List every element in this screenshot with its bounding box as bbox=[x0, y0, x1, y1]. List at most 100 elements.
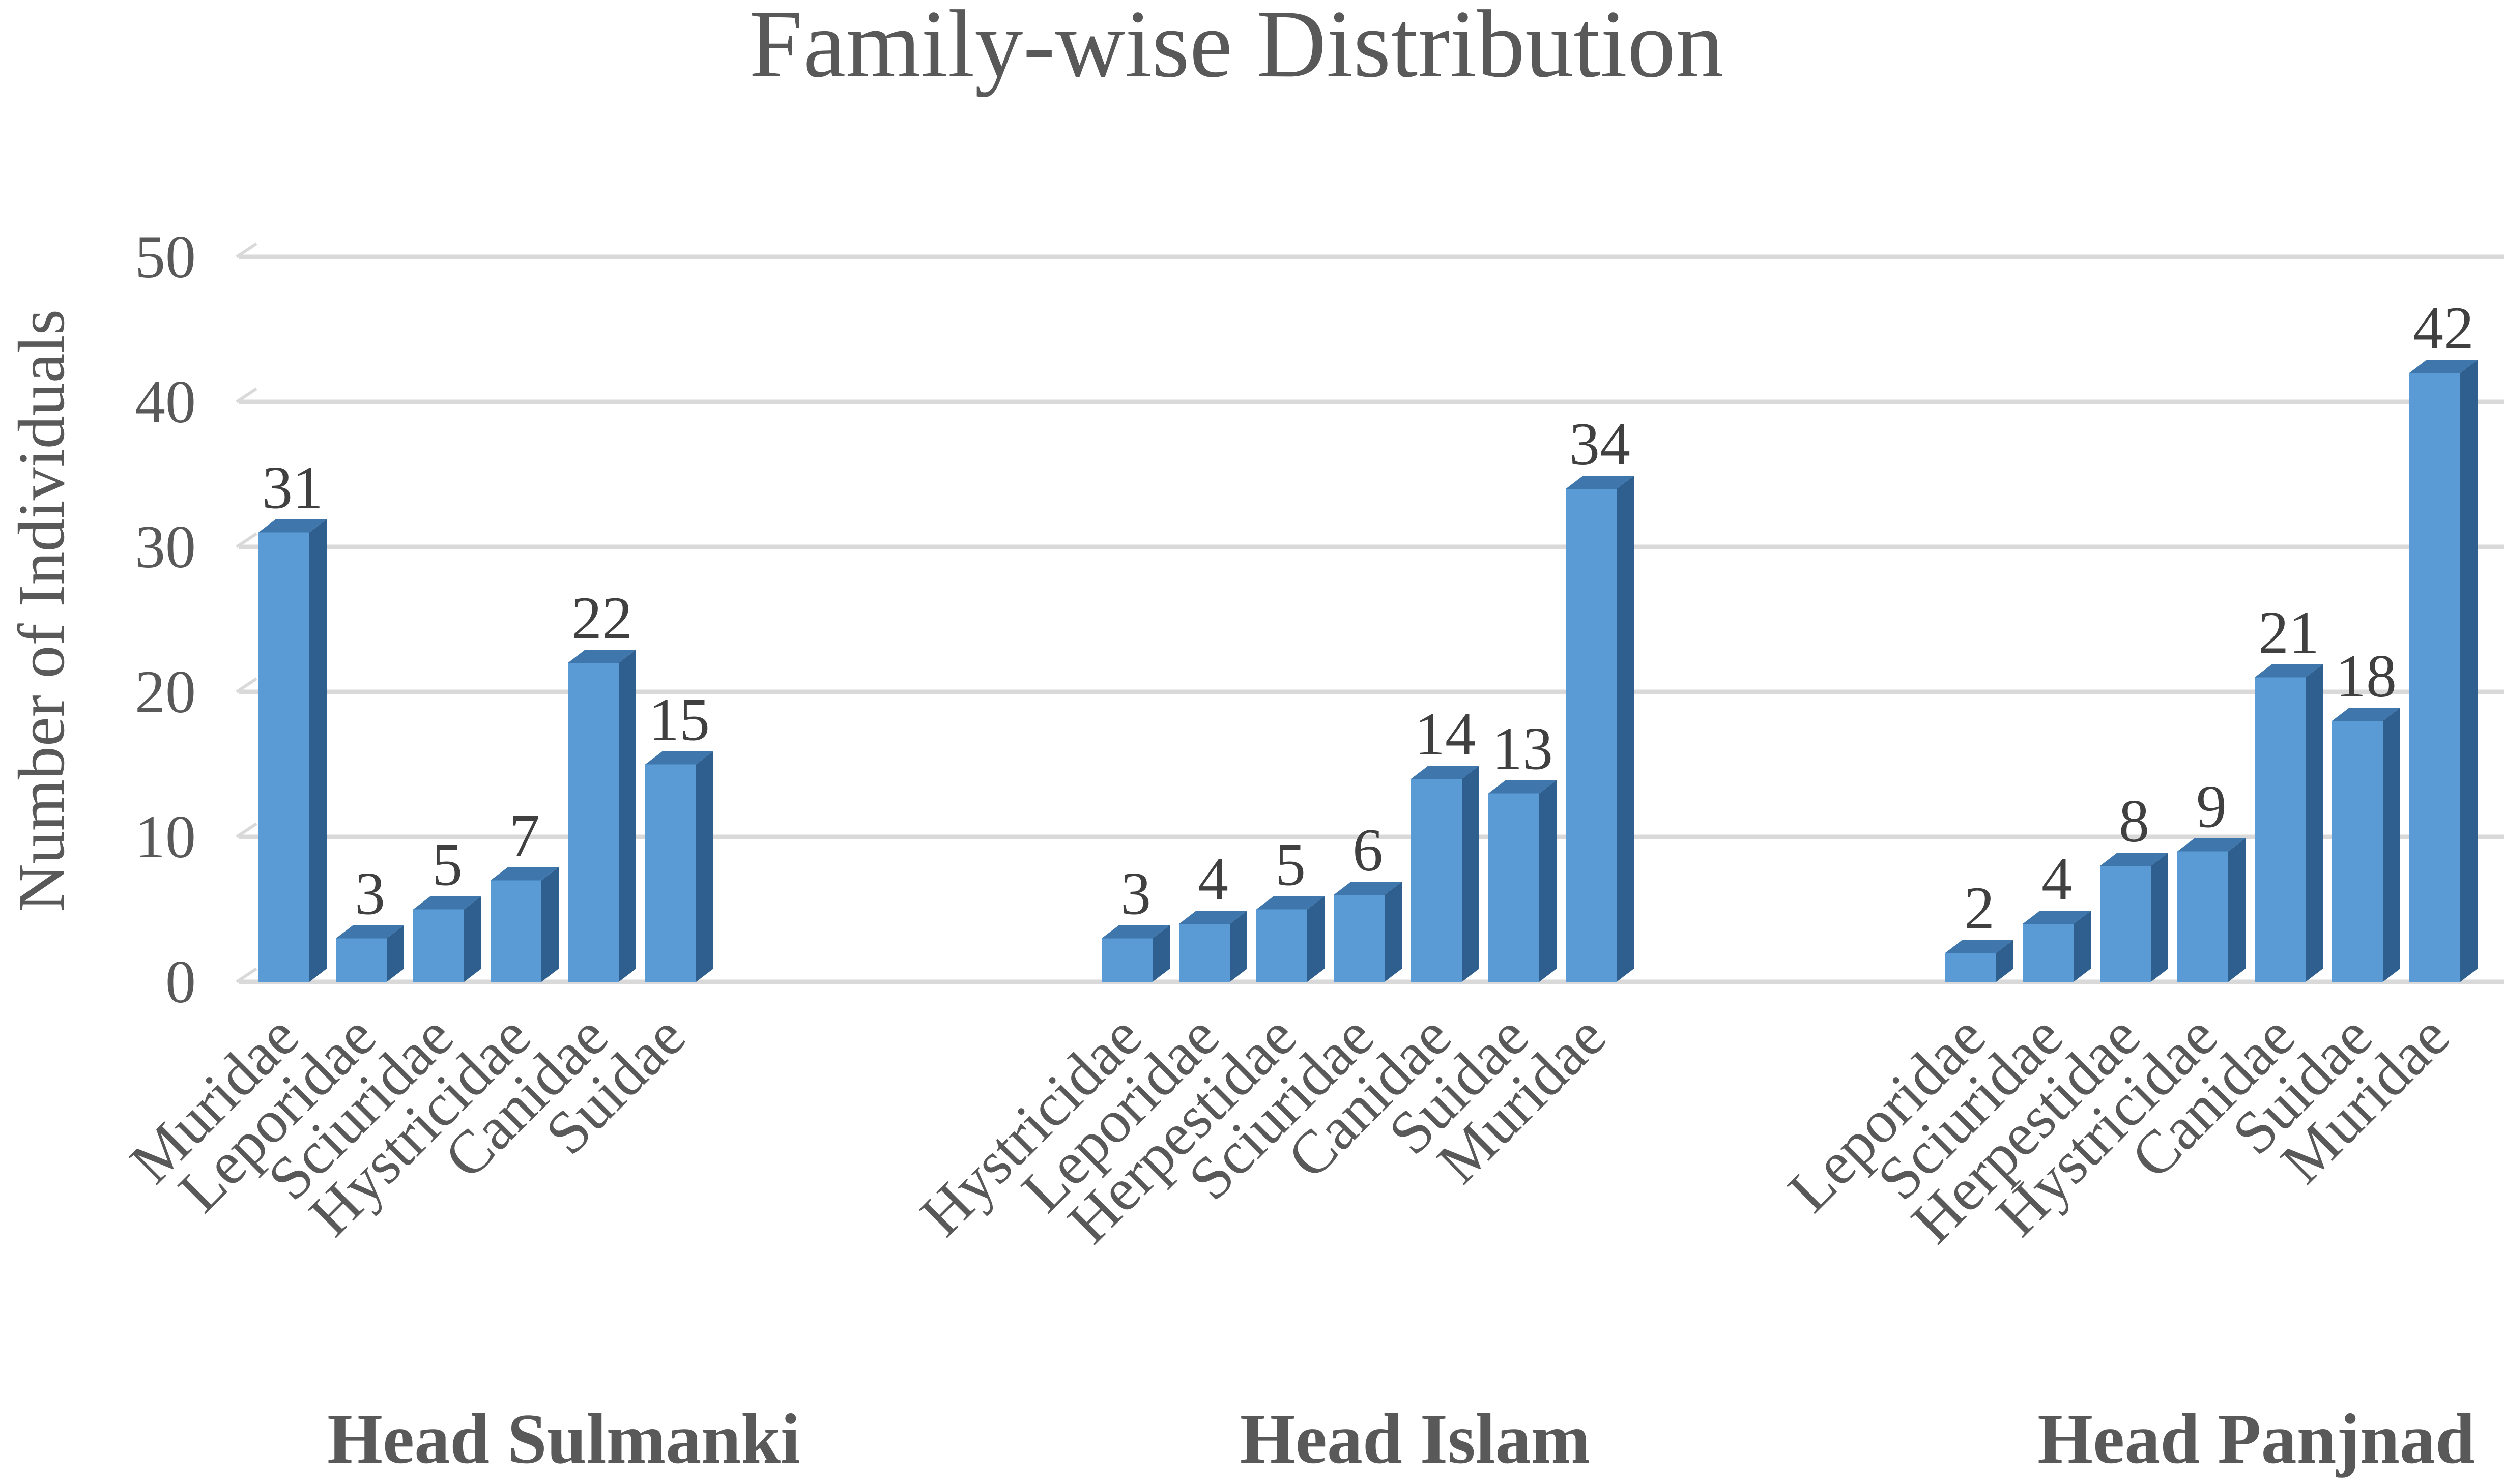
value-label: 31 bbox=[262, 454, 323, 521]
bar bbox=[413, 909, 464, 982]
bar-top bbox=[2100, 853, 2168, 866]
bar bbox=[2100, 866, 2151, 982]
bar bbox=[2255, 677, 2306, 982]
gridline-depth bbox=[236, 387, 257, 403]
group-label: Head Sulmanki bbox=[327, 1400, 800, 1478]
bar-side bbox=[2383, 708, 2400, 982]
bar bbox=[1566, 489, 1617, 982]
bar bbox=[1102, 938, 1153, 982]
bars bbox=[258, 360, 2478, 982]
y-tick-label: 0 bbox=[165, 948, 196, 1015]
bar-side bbox=[2306, 664, 2323, 982]
bar-side bbox=[2074, 911, 2091, 982]
bar bbox=[1411, 779, 1462, 982]
value-label: 21 bbox=[2258, 599, 2319, 666]
bar-top bbox=[413, 896, 481, 910]
value-label: 7 bbox=[509, 802, 540, 869]
gridline-depth bbox=[236, 677, 257, 693]
bar-side bbox=[1617, 476, 1634, 982]
bar-side bbox=[1385, 882, 1402, 982]
value-label: 14 bbox=[1415, 700, 1476, 768]
bar-side bbox=[1307, 896, 1325, 982]
value-label: 4 bbox=[2041, 845, 2072, 913]
bar bbox=[1179, 924, 1230, 982]
bar-top bbox=[1488, 780, 1557, 794]
bar-side bbox=[619, 650, 636, 982]
value-label: 15 bbox=[649, 686, 710, 753]
bar-side bbox=[2151, 853, 2168, 982]
gridline-depth bbox=[236, 967, 257, 983]
bar-top bbox=[1334, 882, 1402, 895]
value-label: 9 bbox=[2196, 773, 2227, 840]
bar-top bbox=[491, 867, 559, 881]
bar-side bbox=[309, 519, 327, 982]
bar-top bbox=[336, 925, 404, 939]
bar-top bbox=[2177, 838, 2246, 852]
bar bbox=[2023, 924, 2074, 982]
bar-top bbox=[2409, 360, 2478, 373]
bar-side bbox=[1462, 766, 1479, 982]
category-labels: MuridaeLeporidaeSciuridaeHystricidaeCani… bbox=[117, 1002, 2462, 1256]
value-label: 6 bbox=[1352, 816, 1383, 884]
bar bbox=[258, 532, 309, 982]
bar-top bbox=[2255, 664, 2323, 678]
value-label: 3 bbox=[1120, 860, 1151, 927]
bar-top bbox=[2332, 708, 2400, 721]
y-tick-label: 40 bbox=[135, 368, 196, 435]
bar bbox=[2177, 851, 2228, 982]
bar-top bbox=[1179, 911, 1247, 924]
bar-side bbox=[2228, 838, 2246, 982]
value-label: 8 bbox=[2119, 787, 2149, 855]
bar-side bbox=[1153, 925, 1170, 982]
chart-title: Family-wise Distribution bbox=[749, 0, 1724, 98]
bar-side bbox=[387, 925, 404, 982]
group-label: Head Islam bbox=[1240, 1400, 1590, 1478]
y-axis-label: Number of Individuals bbox=[5, 309, 78, 912]
value-label: 42 bbox=[2413, 294, 2474, 362]
value-label: 5 bbox=[1275, 831, 1306, 898]
bar bbox=[1256, 909, 1307, 982]
bar bbox=[491, 880, 541, 982]
bar-top bbox=[2023, 911, 2091, 924]
bar bbox=[336, 938, 387, 982]
bar-top bbox=[1411, 766, 1479, 779]
value-label: 5 bbox=[432, 831, 463, 898]
bar-top bbox=[645, 751, 713, 765]
gridline-depth bbox=[236, 822, 257, 838]
value-label: 13 bbox=[1492, 715, 1553, 782]
value-label: 18 bbox=[2336, 642, 2397, 710]
value-label: 3 bbox=[355, 860, 385, 927]
bar-top bbox=[568, 650, 636, 663]
value-label: 22 bbox=[571, 584, 632, 652]
value-label: 4 bbox=[1198, 845, 1228, 913]
bar bbox=[1334, 895, 1385, 982]
bar-top bbox=[1566, 476, 1634, 489]
bar-side bbox=[2460, 360, 2478, 982]
gridline-depth bbox=[236, 242, 257, 258]
bar bbox=[568, 663, 619, 982]
y-tick-label: 20 bbox=[135, 658, 196, 725]
bar-side bbox=[1230, 911, 1247, 982]
bar-side bbox=[1996, 940, 2013, 982]
group-labels: Head Sulmanki Head Islam Head Panjnad bbox=[327, 1400, 2475, 1478]
gridline-depth bbox=[236, 532, 257, 548]
bar-side bbox=[541, 867, 559, 982]
bar-side bbox=[696, 751, 713, 982]
value-label: 34 bbox=[1569, 410, 1630, 478]
bar-top bbox=[1945, 940, 2013, 953]
bar-top bbox=[258, 519, 327, 533]
bar bbox=[2409, 373, 2460, 982]
bar bbox=[1488, 793, 1539, 982]
bar-top bbox=[1102, 925, 1170, 939]
bar-top bbox=[1256, 896, 1325, 910]
y-tick-label: 50 bbox=[135, 223, 196, 290]
y-tick-label: 30 bbox=[135, 513, 196, 580]
y-tick-labels: 0 10 20 30 40 50 bbox=[135, 223, 196, 1015]
group-label: Head Panjnad bbox=[2037, 1400, 2475, 1478]
bar bbox=[2332, 721, 2383, 982]
bar bbox=[1945, 953, 1996, 982]
bar bbox=[645, 764, 696, 982]
bar-side bbox=[1539, 780, 1557, 982]
